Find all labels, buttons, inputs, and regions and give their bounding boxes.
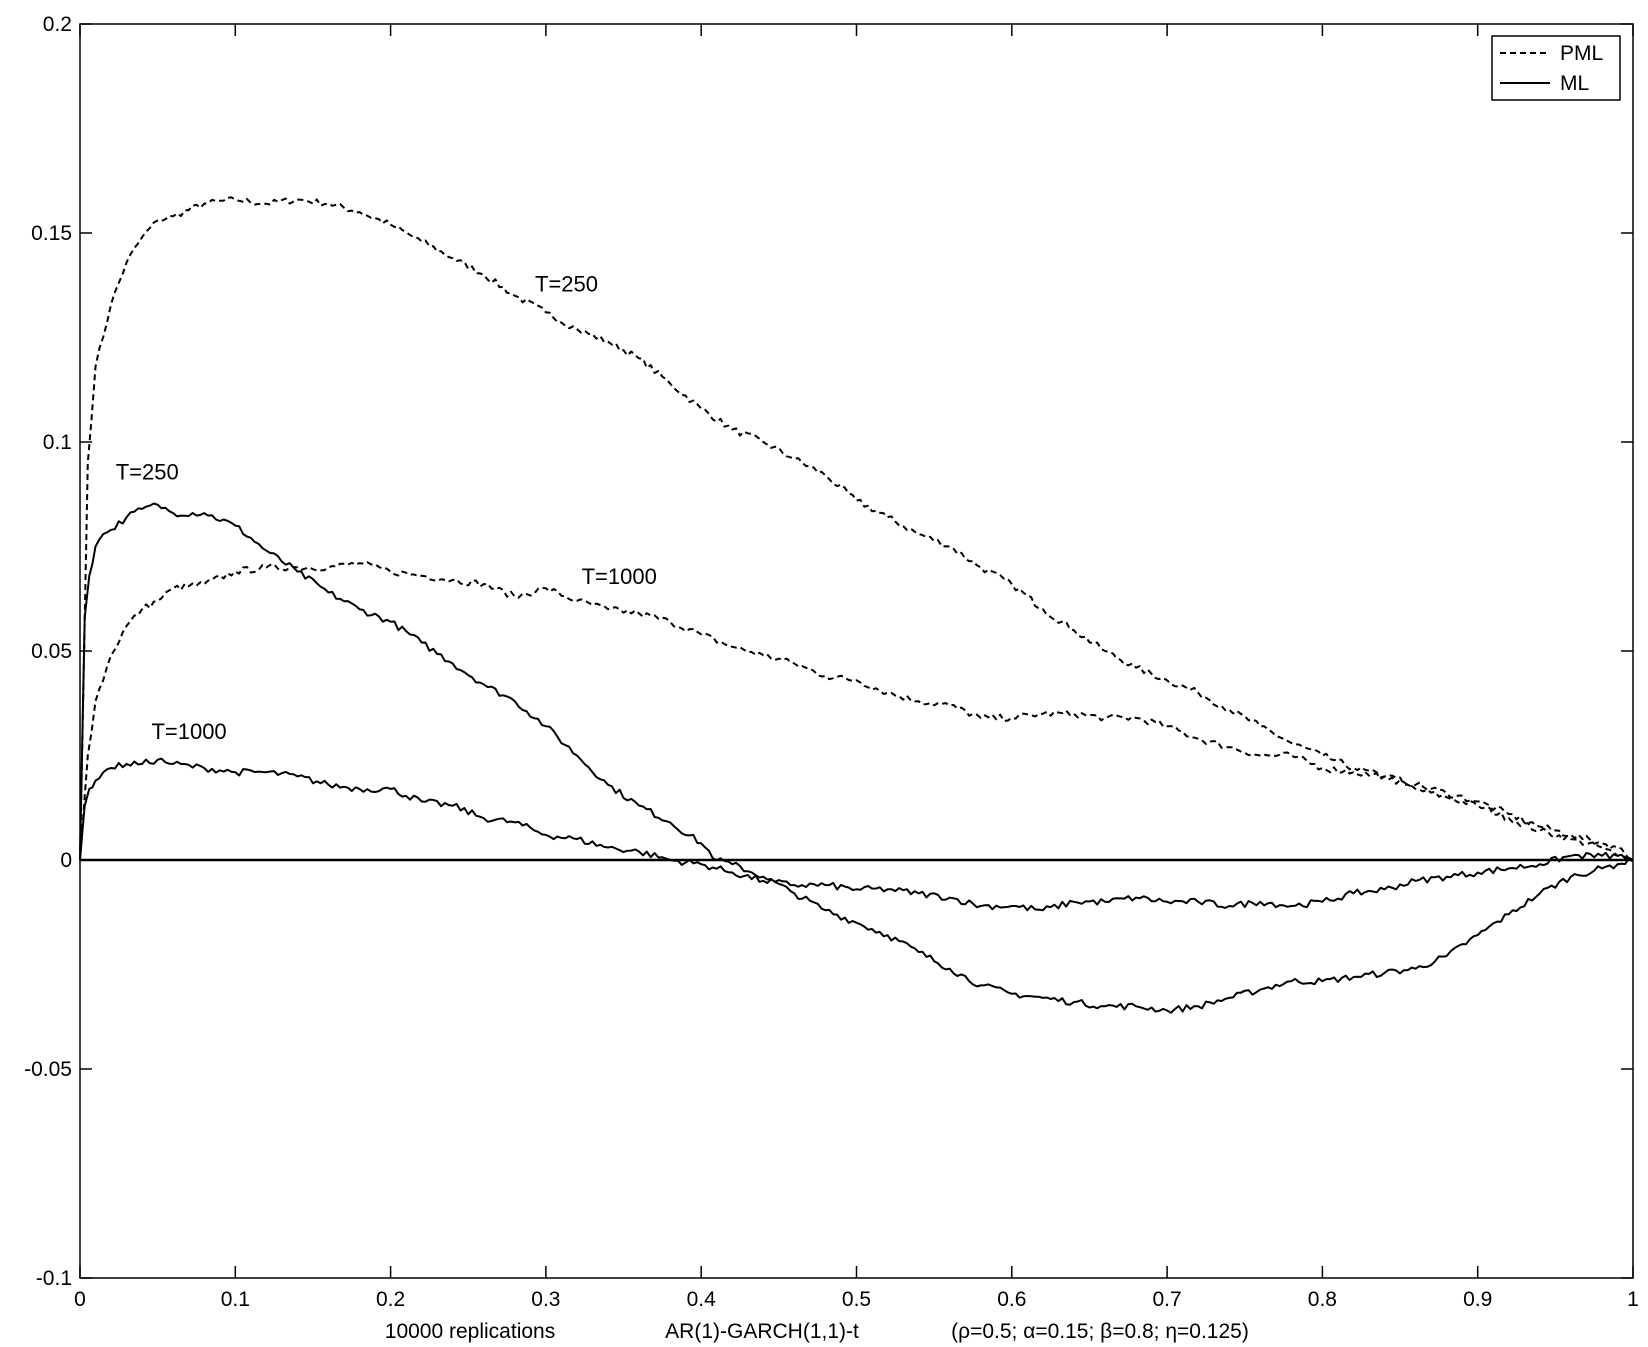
- x-tick-label: 0.6: [997, 1288, 1026, 1311]
- annotation-3: T=1000: [151, 719, 226, 744]
- legend-pml-label: PML: [1560, 42, 1603, 65]
- y-tick-label: 0.2: [43, 13, 72, 36]
- y-tick-label: -0.05: [24, 1058, 72, 1081]
- plot-area-frame: [79, 23, 1634, 1279]
- x-tick-label: 0.7: [1152, 1288, 1181, 1311]
- x-tick-label: 0.1: [221, 1288, 250, 1311]
- annotation-0: T=250: [535, 272, 598, 297]
- legend: PML ML: [1491, 35, 1621, 101]
- x-tick-label: 0.9: [1463, 1288, 1492, 1311]
- x-tick-label: 0.8: [1308, 1288, 1337, 1311]
- caption-model: AR(1)-GARCH(1,1)-t: [665, 1320, 859, 1343]
- x-tick-label: 0.4: [687, 1288, 717, 1311]
- x-axis-caption: 10000 replications AR(1)-GARCH(1,1)-t (ρ…: [385, 1320, 1249, 1343]
- series-pml-t250: [79, 196, 1634, 863]
- y-tick-label: 0: [60, 849, 72, 872]
- y-tick-label: 0.1: [43, 431, 72, 454]
- x-tick-label: 0.2: [376, 1288, 405, 1311]
- x-tick-label: 0: [74, 1288, 86, 1311]
- x-tick-label: 0.5: [842, 1288, 871, 1311]
- y-tick-label: -0.1: [36, 1267, 72, 1290]
- annotation-layer: T=250 T=1000 T=250 T=1000: [116, 272, 657, 744]
- caption-params: (ρ=0.5; α=0.15; β=0.8; η=0.125): [951, 1320, 1249, 1343]
- x-tick-label: 1: [1627, 1288, 1639, 1311]
- annotation-2: T=250: [116, 460, 179, 485]
- y-tick-label: 0.05: [31, 640, 72, 663]
- tick-layer: 0 0.1 0.2 0.3 0.4 0.5 0.6 0.7 0.8 0.9 1 -0.1 -0.05 0 0…: [24, 13, 1639, 1311]
- series-layer: [79, 196, 1634, 1014]
- annotation-1: T=1000: [582, 564, 657, 589]
- caption-replications: 10000 replications: [385, 1320, 555, 1343]
- series-ml-t250: [79, 502, 1634, 1014]
- series-pml-t1000: [79, 561, 1634, 861]
- series-ml-t1000: [79, 757, 1634, 912]
- legend-ml-label: ML: [1560, 72, 1589, 95]
- y-tick-label: 0.15: [31, 222, 72, 245]
- legend-box: [1491, 35, 1621, 101]
- x-tick-label: 0.3: [531, 1288, 560, 1311]
